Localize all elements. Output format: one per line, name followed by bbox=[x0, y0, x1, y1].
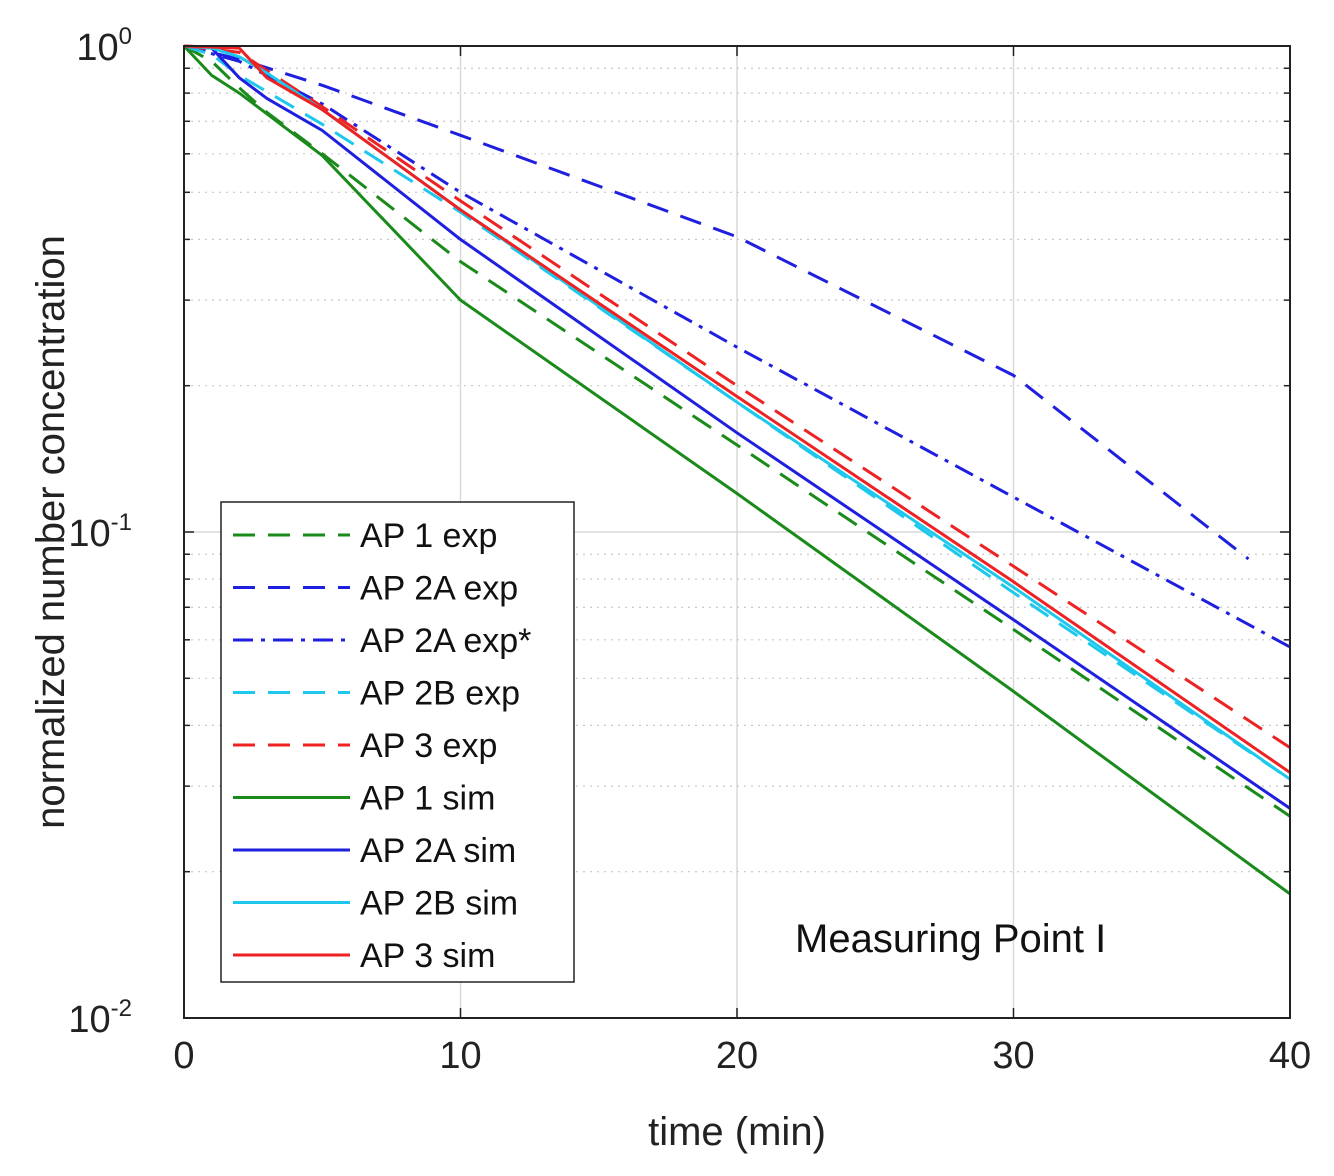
series-group bbox=[182, 44, 1291, 896]
y-tick-label: 100 bbox=[76, 23, 132, 69]
x-tick-label: 20 bbox=[716, 1035, 758, 1077]
legend-label-ap-2a-exp: AP 2A exp* bbox=[360, 622, 531, 660]
grid bbox=[184, 46, 1290, 1018]
legend-label-ap-2a-sim: AP 2A sim bbox=[360, 832, 516, 870]
y-axis-label: normalized number concentration bbox=[29, 235, 73, 829]
x-tick-label: 40 bbox=[1269, 1035, 1311, 1077]
x-axis-label: time (min) bbox=[648, 1110, 826, 1154]
x-tick-label: 10 bbox=[439, 1035, 481, 1077]
series-ap-2a-exp bbox=[183, 44, 1250, 561]
legend-label-ap-2b-exp: AP 2B exp bbox=[360, 675, 520, 713]
annotation-measuring-point: Measuring Point I bbox=[795, 917, 1106, 961]
x-tick-label: 30 bbox=[992, 1035, 1034, 1077]
legend-label-ap-1-sim: AP 1 sim bbox=[360, 780, 495, 818]
legend-label-ap-2b-sim: AP 2B sim bbox=[360, 885, 518, 923]
series-ap-2a-exp bbox=[183, 44, 1291, 649]
series-ap-3-exp bbox=[183, 44, 1291, 749]
legend: AP 1 exp AP 2A exp AP 2A exp* AP 2B exp AP 3… bbox=[220, 501, 575, 983]
x-tick-label: 0 bbox=[173, 1035, 194, 1077]
series-ap-2a-sim bbox=[183, 44, 1291, 810]
legend-label-ap-3-exp: AP 3 exp bbox=[360, 727, 497, 765]
y-tick-label: 10-2 bbox=[68, 995, 132, 1041]
axis-ticks bbox=[183, 46, 1291, 1019]
legend-label-ap-2a-exp: AP 2A exp bbox=[360, 570, 518, 608]
series-ap-3-sim bbox=[183, 44, 1291, 774]
y-tick-label: 10-1 bbox=[68, 509, 132, 555]
legend-label-ap-1-exp: AP 1 exp bbox=[360, 517, 497, 555]
series-ap-1-sim bbox=[182, 44, 1291, 896]
legend-label-ap-3-sim: AP 3 sim bbox=[360, 937, 495, 975]
